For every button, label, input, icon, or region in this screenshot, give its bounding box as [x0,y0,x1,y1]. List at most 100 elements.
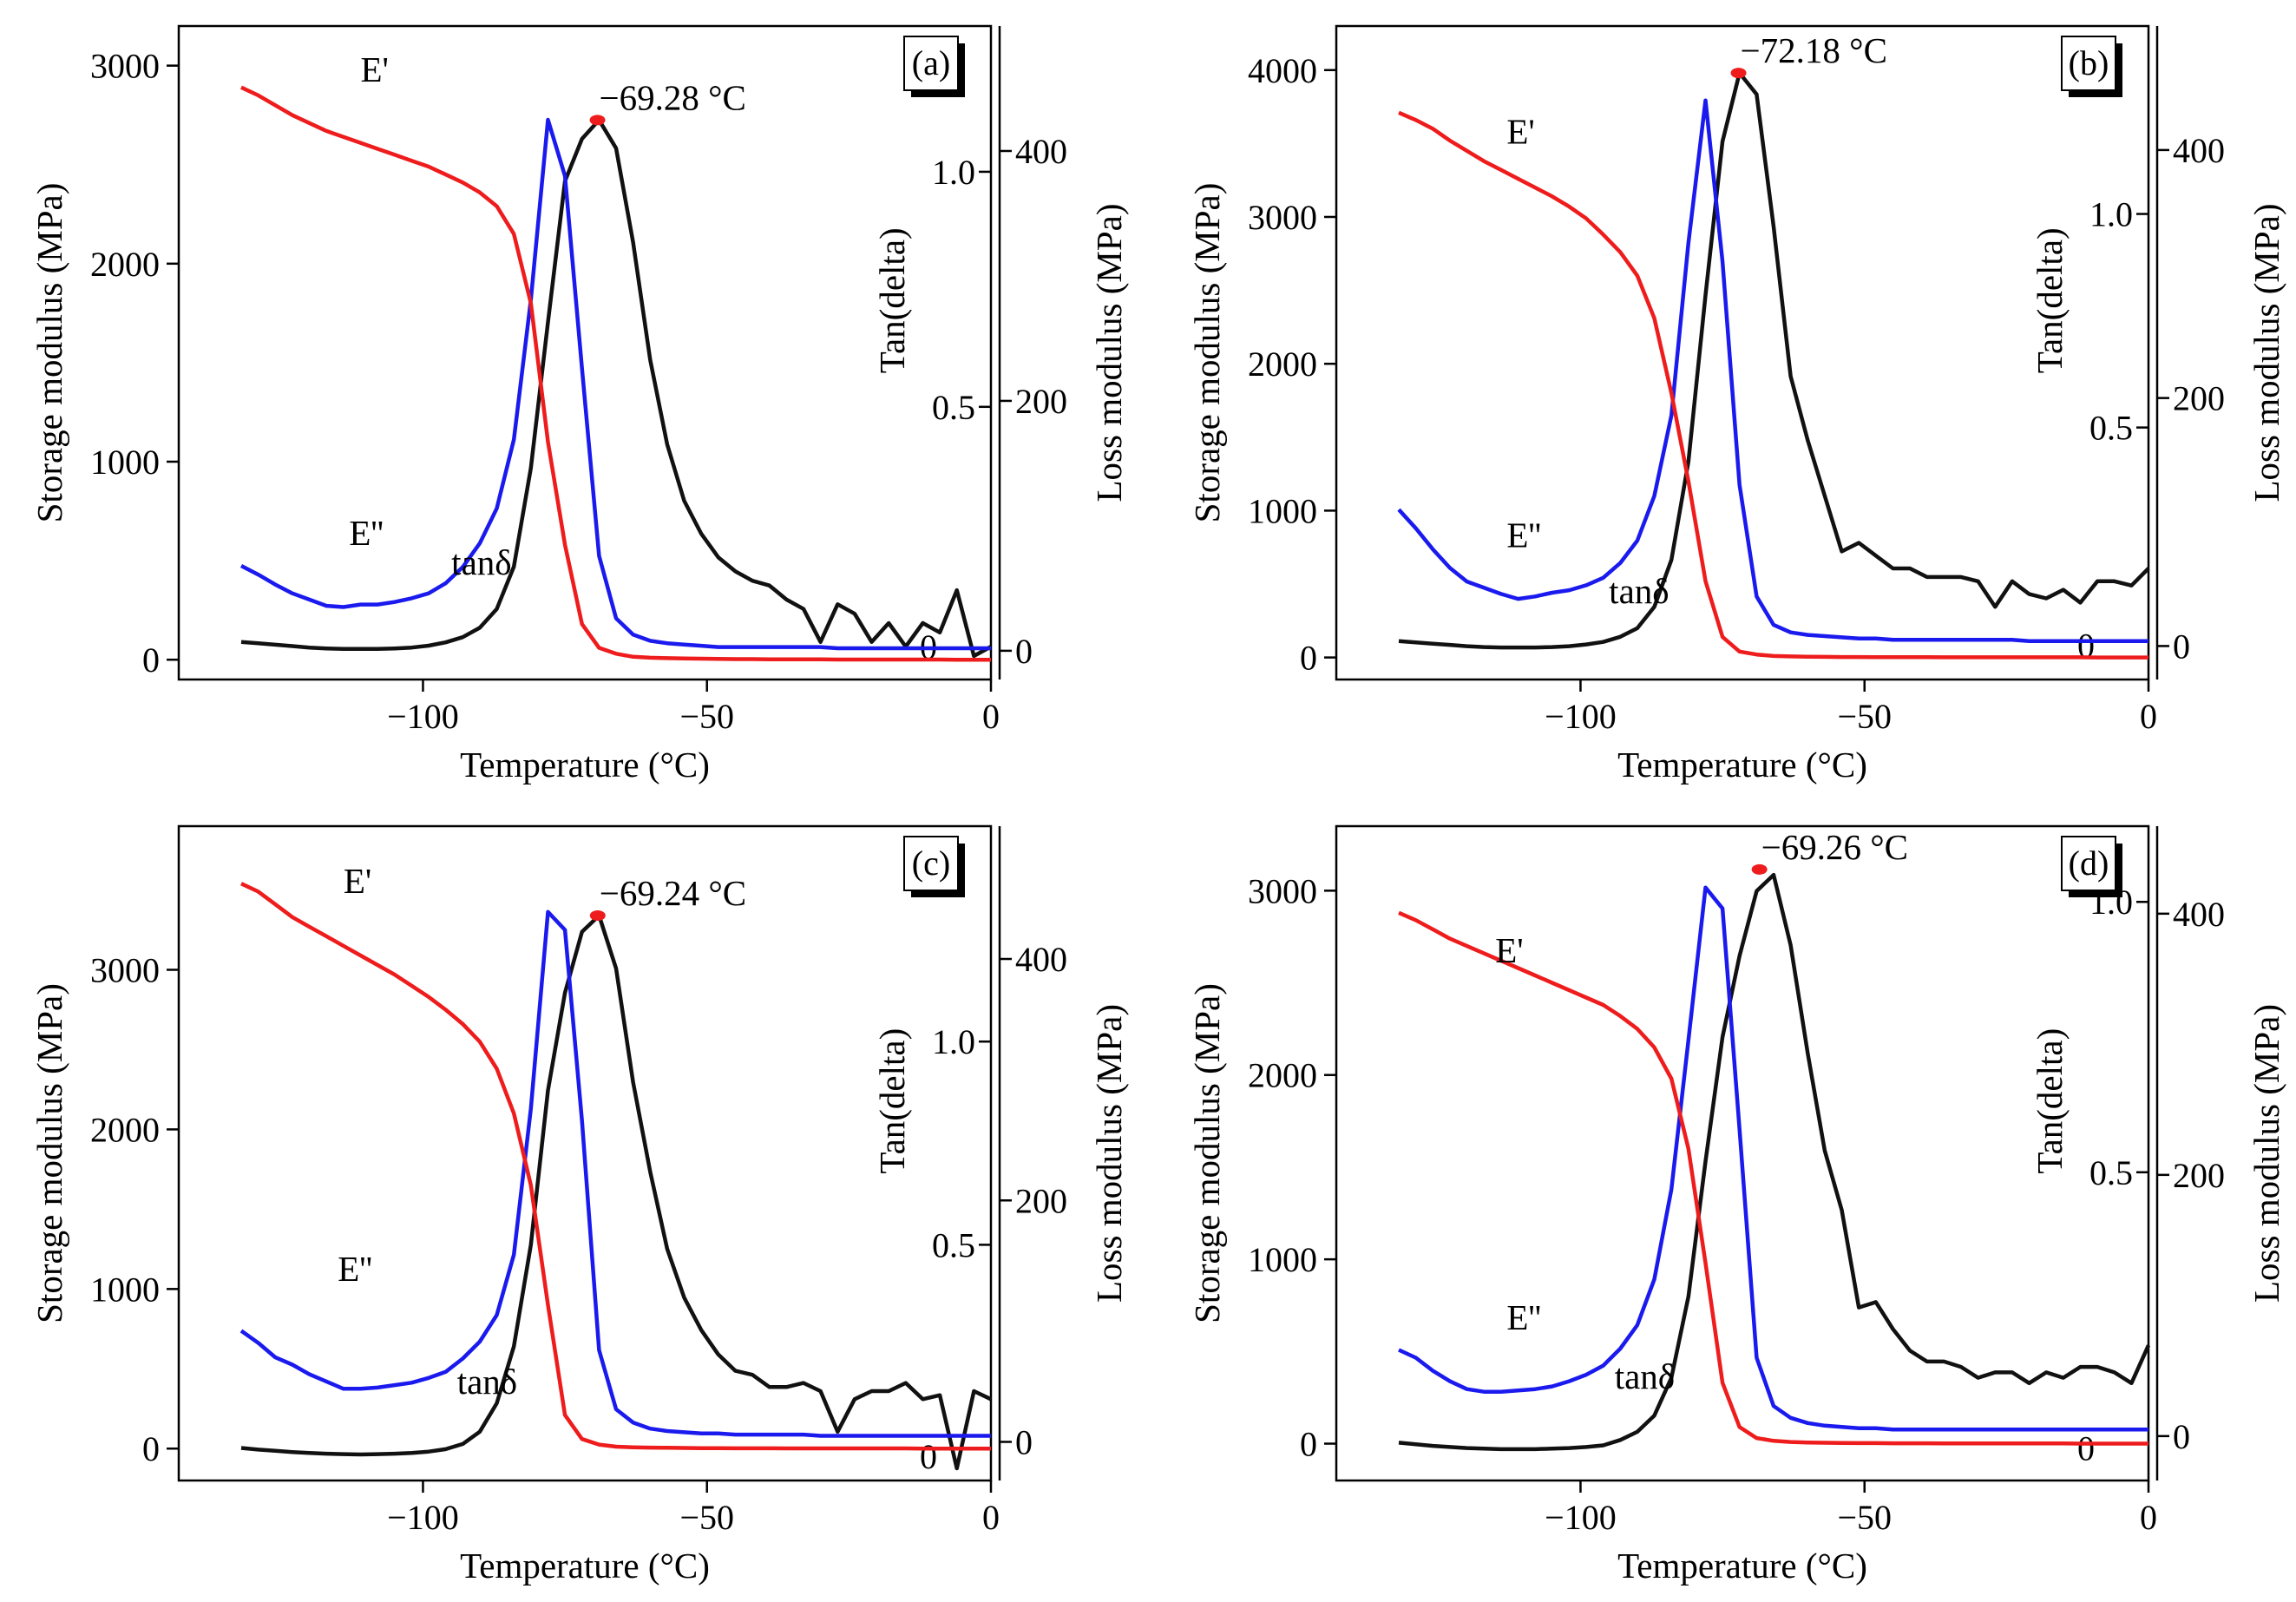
y-axis-label-storage: Storage modulus (MPa) [30,183,69,523]
plot-frame [177,824,993,1482]
storage-modulus-line [240,882,991,1451]
left-tick-label: 2000 [90,245,160,284]
loss-tick-label: 400 [1015,940,1067,979]
peak-temperature-label: −69.24 °C [600,873,746,913]
x-tick-label: −100 [387,697,459,736]
tan-tick-label: 1.0 [932,153,975,192]
left-tick-label: 3000 [90,47,160,86]
tan-tick-label: 0.5 [932,1225,975,1264]
panel-letter-box: (a) [903,36,965,97]
curve-label-loss: E'' [1506,1297,1541,1337]
curve-label-storage: E' [1495,930,1523,970]
x-tick-label: −50 [679,697,734,736]
panel-letter-frame [2061,36,2116,91]
y-axis-label-loss: Loss modulus (MPa) [2247,1004,2286,1303]
panel-letter-frame [903,836,959,891]
curve-label-tan: tanδ [451,542,511,582]
panel-letter: (c) [912,844,950,883]
plot-frame [177,24,993,681]
peak-marker [1730,68,1747,79]
storage-modulus-line [240,85,991,662]
panel-letter-box: (d) [2061,836,2122,897]
x-tick-label: −100 [1545,1498,1617,1537]
x-tick-label: −50 [679,1498,734,1537]
left-tick-label: 0 [142,1429,160,1468]
y-axis-label-loss: Loss modulus (MPa) [1089,1004,1129,1303]
panel-letter-frame [2061,836,2116,891]
panel-b-axes [1335,24,2159,681]
left-tick-label: 2000 [1248,345,1317,384]
left-tick-label: 4000 [1248,51,1317,90]
left-tick-label: 0 [1300,1425,1317,1464]
panel-letter: (d) [2069,844,2109,883]
loss-tick-label: 0 [1015,1422,1033,1461]
storage-modulus-line [1398,110,2148,660]
loss-modulus-line [239,117,991,651]
loss-tick-label: 200 [2173,379,2225,418]
left-tick-label: 1000 [90,443,160,482]
panel-d-series [1398,863,2151,1452]
loss-tick-label: 0 [2173,627,2190,666]
curve-label-tan: tanδ [457,1362,517,1402]
tan-tick-label: 1.0 [2089,195,2133,234]
left-tick-label: 3000 [90,951,160,990]
x-tick-label: 0 [982,1498,1000,1537]
loss-modulus-line [1397,98,2148,643]
y-axis-label-loss: Loss modulus (MPa) [2247,204,2286,502]
y-axis-label-storage: Storage modulus (MPa) [1187,183,1227,523]
x-tick-label: −50 [1837,697,1892,736]
plot-frame [1335,824,2150,1482]
loss-tick-label: 400 [2173,131,2225,170]
peak-temperature-label: −69.28 °C [600,77,746,117]
left-tick-label: 0 [142,640,160,680]
panel-b-labels: Temperature (°C) Storage modulus (MPa) T… [1187,30,2286,785]
loss-tick-label: 200 [1015,382,1067,421]
panel-b-series [1397,68,2150,660]
y-axis-label-storage: Storage modulus (MPa) [1187,983,1227,1323]
x-tick-label: 0 [2140,1498,2157,1537]
tan-delta-line [1398,70,2150,650]
storage-modulus-line [1398,910,2148,1446]
y-axis-label-tan: Tan(delta) [872,227,912,373]
loss-modulus-line [1398,885,2148,1432]
y-axis-label-storage: Storage modulus (MPa) [30,983,69,1323]
peak-marker [589,910,606,922]
panel-a-series [239,85,993,662]
tan-delta-line [240,118,993,659]
left-tick-label: 2000 [1248,1056,1317,1095]
left-tick-label: 0 [1300,639,1317,678]
loss-tick-label: 200 [2173,1156,2225,1195]
tan-zero-label: 0 [920,1437,937,1476]
x-axis-label: Temperature (°C) [460,745,710,785]
plot-frame [1335,24,2150,681]
tan-tick-label: 0.5 [2089,1153,2133,1192]
y-axis-label-loss: Loss modulus (MPa) [1089,204,1129,502]
curve-label-tan: tanδ [1609,571,1669,611]
tan-tick-label: 1.0 [932,1022,975,1061]
left-tick-label: 1000 [1248,491,1317,530]
panel-c-axes [177,824,1001,1482]
tan-delta-line [240,913,992,1471]
left-tick-label: 1000 [1248,1240,1317,1279]
panel-letter: (b) [2069,43,2109,82]
tan-delta-line [1398,872,2151,1452]
loss-tick-label: 0 [1015,632,1033,671]
panel-letter-frame [903,36,959,91]
loss-tick-label: 400 [2173,895,2225,934]
peak-temperature-label: −72.18 °C [1741,30,1887,70]
peak-marker [589,115,606,126]
left-tick-label: 3000 [1248,871,1317,910]
panel-a-labels: Temperature (°C) Storage modulus (MPa) T… [30,36,1129,785]
y-axis-label-tan: Tan(delta) [2030,227,2070,373]
curve-label-loss: E'' [1506,515,1541,555]
tan-tick-label: 0.5 [932,388,975,427]
tan-zero-label: 0 [2077,627,2095,666]
